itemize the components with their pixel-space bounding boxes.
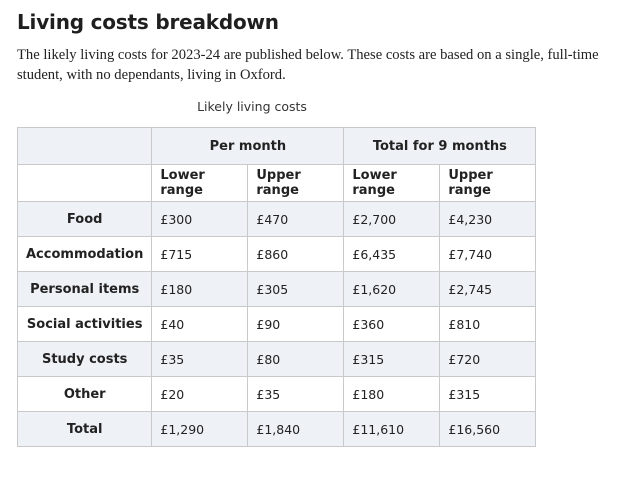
table-cell: £80 — [247, 341, 345, 377]
table-cell: £300 — [151, 201, 249, 237]
table-cell: £180 — [151, 271, 249, 307]
group-header-per-month: Per month — [151, 127, 345, 165]
table-cell: £7,740 — [439, 236, 537, 272]
table-row: Personal items £180 £305 £1,620 £2,745 — [16, 271, 537, 307]
empty-header-cell — [16, 164, 153, 202]
table-cell: £16,560 — [439, 411, 537, 447]
content-area: Living costs breakdown The likely living… — [0, 0, 628, 85]
table-cell: £2,700 — [343, 201, 441, 237]
empty-header-cell — [16, 127, 153, 165]
table-cell: £35 — [151, 341, 249, 377]
table-cell: £715 — [151, 236, 249, 272]
table-cell: £180 — [343, 376, 441, 412]
living-costs-table: Per month Total for 9 months Lower range… — [16, 127, 537, 447]
intro-paragraph: The likely living costs for 2023-24 are … — [17, 47, 599, 83]
table-cell: £6,435 — [343, 236, 441, 272]
table-row: Food £300 £470 £2,700 £4,230 — [16, 201, 537, 237]
table-cell: £470 — [247, 201, 345, 237]
table-row: Accommodation £715 £860 £6,435 £7,740 — [16, 236, 537, 272]
table-row: Social activities £40 £90 £360 £810 — [16, 306, 537, 342]
table-cell: £11,610 — [343, 411, 441, 447]
table-cell: £315 — [343, 341, 441, 377]
table-header-row-groups: Per month Total for 9 months — [16, 127, 537, 165]
table-cell: £90 — [247, 306, 345, 342]
row-label: Personal items — [16, 271, 153, 307]
table-cell: £35 — [247, 376, 345, 412]
table-cell: £360 — [343, 306, 441, 342]
table-cell: £810 — [439, 306, 537, 342]
table-cell: £40 — [151, 306, 249, 342]
table-header-row-ranges: Lower range Upper range Lower range Uppe… — [16, 164, 537, 202]
subheader-lower-range: Lower range — [151, 164, 249, 202]
table-caption: Likely living costs — [197, 99, 307, 114]
table-cell: £20 — [151, 376, 249, 412]
table-cell: £1,620 — [343, 271, 441, 307]
subheader-upper-range: Upper range — [247, 164, 345, 202]
page-heading: Living costs breakdown — [17, 10, 279, 34]
row-label: Social activities — [16, 306, 153, 342]
table-cell: £305 — [247, 271, 345, 307]
row-label: Study costs — [16, 341, 153, 377]
row-label: Total — [16, 411, 153, 447]
group-header-total-9-months: Total for 9 months — [343, 127, 537, 165]
table-row: Other £20 £35 £180 £315 — [16, 376, 537, 412]
table-cell: £4,230 — [439, 201, 537, 237]
table-row-total: Total £1,290 £1,840 £11,610 £16,560 — [16, 411, 537, 447]
row-label: Other — [16, 376, 153, 412]
subheader-upper-range: Upper range — [439, 164, 537, 202]
table-cell: £1,840 — [247, 411, 345, 447]
table-cell: £860 — [247, 236, 345, 272]
table-cell: £2,745 — [439, 271, 537, 307]
row-label: Accommodation — [16, 236, 153, 272]
table-row: Study costs £35 £80 £315 £720 — [16, 341, 537, 377]
table-cell: £1,290 — [151, 411, 249, 447]
table-cell: £315 — [439, 376, 537, 412]
table-cell: £720 — [439, 341, 537, 377]
row-label: Food — [16, 201, 153, 237]
subheader-lower-range: Lower range — [343, 164, 441, 202]
